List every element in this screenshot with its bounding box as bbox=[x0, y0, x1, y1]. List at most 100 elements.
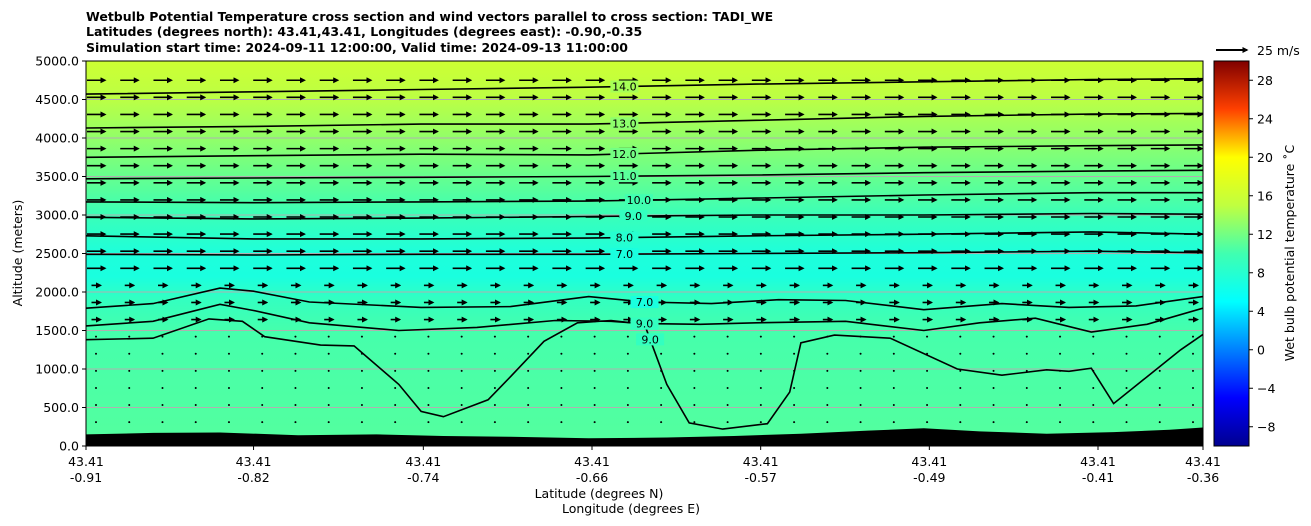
wind-vector bbox=[493, 421, 496, 424]
wind-vector bbox=[1092, 404, 1095, 407]
wind-vector bbox=[161, 404, 164, 407]
contour-line bbox=[86, 144, 1203, 159]
contour-label: 7.0 bbox=[616, 248, 634, 261]
wind-vector bbox=[959, 335, 962, 338]
wind-vector bbox=[1092, 386, 1095, 389]
wind-vector bbox=[992, 369, 995, 372]
y-tick-label: 1500.0 bbox=[35, 323, 79, 338]
wind-vector bbox=[460, 404, 463, 407]
wind-vector bbox=[626, 404, 629, 407]
wind-vector bbox=[128, 335, 131, 338]
wind-vector bbox=[1059, 421, 1062, 424]
wind-vector bbox=[327, 421, 330, 424]
wind-vector bbox=[161, 369, 164, 372]
wind-vector bbox=[726, 421, 729, 424]
wind-vector bbox=[95, 404, 97, 407]
wind-vector bbox=[161, 386, 164, 389]
contour-label: 7.0 bbox=[636, 296, 654, 309]
wind-vector bbox=[892, 335, 895, 338]
wind-vector bbox=[261, 421, 264, 424]
x-tick-label-lon: -0.41 bbox=[1082, 470, 1114, 485]
x-axis: 43.41-0.9143.41-0.8243.41-0.7443.41-0.66… bbox=[68, 446, 1221, 485]
colorbar-tick-label: 12 bbox=[1257, 227, 1273, 242]
wind-vector bbox=[959, 369, 962, 372]
wind-vector bbox=[227, 352, 230, 355]
y-tick-label: 5000.0 bbox=[35, 54, 79, 69]
wind-vector bbox=[95, 369, 97, 372]
x-tick-label-lon: -0.82 bbox=[237, 470, 269, 485]
wind-vector bbox=[992, 335, 995, 338]
colorbar-tick-label: 16 bbox=[1257, 188, 1273, 203]
x-tick-label-lat: 43.41 bbox=[1080, 454, 1116, 469]
wind-vector bbox=[1125, 335, 1128, 338]
wind-vector bbox=[360, 386, 363, 389]
wind-vector bbox=[892, 421, 895, 424]
wind-vector bbox=[128, 352, 131, 355]
wind-vector bbox=[493, 369, 496, 372]
wind-vector bbox=[394, 369, 397, 372]
wind-vector bbox=[693, 369, 696, 372]
wind-vector bbox=[1025, 335, 1028, 338]
wind-vector bbox=[227, 386, 230, 389]
wind-vector bbox=[926, 369, 929, 372]
wind-vector bbox=[1192, 335, 1194, 338]
wind-vector bbox=[1059, 335, 1062, 338]
wind-vector bbox=[95, 421, 97, 424]
wind-vector bbox=[1092, 335, 1095, 338]
wind-vector bbox=[660, 421, 663, 424]
wind-vector bbox=[427, 335, 430, 338]
contour-label-bg bbox=[610, 170, 639, 183]
wind-vector bbox=[793, 404, 796, 407]
wind-vector bbox=[128, 421, 131, 424]
wind-vector bbox=[427, 421, 430, 424]
wind-vector bbox=[460, 335, 463, 338]
wind-vector bbox=[693, 421, 696, 424]
wind-vector bbox=[1125, 421, 1128, 424]
contour-label: 9.0 bbox=[625, 210, 643, 223]
wind-vector bbox=[261, 352, 264, 355]
wind-vector bbox=[460, 386, 463, 389]
contour-label-bg bbox=[610, 117, 639, 130]
contour-label-bg bbox=[619, 210, 648, 223]
contour-label: 11.0 bbox=[612, 170, 637, 183]
y-tick-label: 2000.0 bbox=[35, 285, 79, 300]
contour-label-bg bbox=[630, 296, 659, 309]
wind-vector bbox=[394, 335, 397, 338]
wind-vector bbox=[360, 421, 363, 424]
wind-vector bbox=[261, 386, 264, 389]
wind-vector bbox=[1192, 421, 1194, 424]
wind-vector bbox=[892, 352, 895, 355]
wind-vector bbox=[560, 352, 563, 355]
wind-vector bbox=[527, 335, 530, 338]
y-tick-label: 4000.0 bbox=[35, 131, 79, 146]
wind-vector bbox=[626, 352, 629, 355]
colorbar-tick-label: −8 bbox=[1257, 419, 1275, 434]
wind-vector bbox=[261, 404, 264, 407]
wind-vector bbox=[826, 369, 829, 372]
terrain bbox=[86, 427, 1203, 446]
wind-vector bbox=[327, 386, 330, 389]
wind-vector bbox=[294, 404, 297, 407]
wind-vector bbox=[427, 404, 430, 407]
x-tick-label-lon: -0.49 bbox=[913, 470, 945, 485]
wind-vector bbox=[593, 386, 596, 389]
wind-vector bbox=[859, 386, 862, 389]
wind-vector bbox=[693, 352, 696, 355]
wind-vector bbox=[194, 386, 197, 389]
wind-vector bbox=[693, 404, 696, 407]
wind-vector bbox=[626, 369, 629, 372]
wind-vector bbox=[1125, 386, 1128, 389]
colorbar bbox=[1213, 60, 1250, 447]
colorbar-tick-label: 28 bbox=[1257, 73, 1273, 88]
wind-vector bbox=[1158, 335, 1161, 338]
wind-vector bbox=[892, 386, 895, 389]
wind-vector bbox=[1059, 352, 1062, 355]
contour-label: 12.0 bbox=[612, 148, 637, 161]
wind-vector bbox=[493, 335, 496, 338]
wind-vector bbox=[793, 352, 796, 355]
wind-vector bbox=[294, 421, 297, 424]
wind-vector bbox=[194, 335, 197, 338]
wind-vector bbox=[294, 369, 297, 372]
x-axis-label-longitude: Longitude (degrees E) bbox=[562, 501, 700, 516]
wind-vector bbox=[759, 335, 762, 338]
